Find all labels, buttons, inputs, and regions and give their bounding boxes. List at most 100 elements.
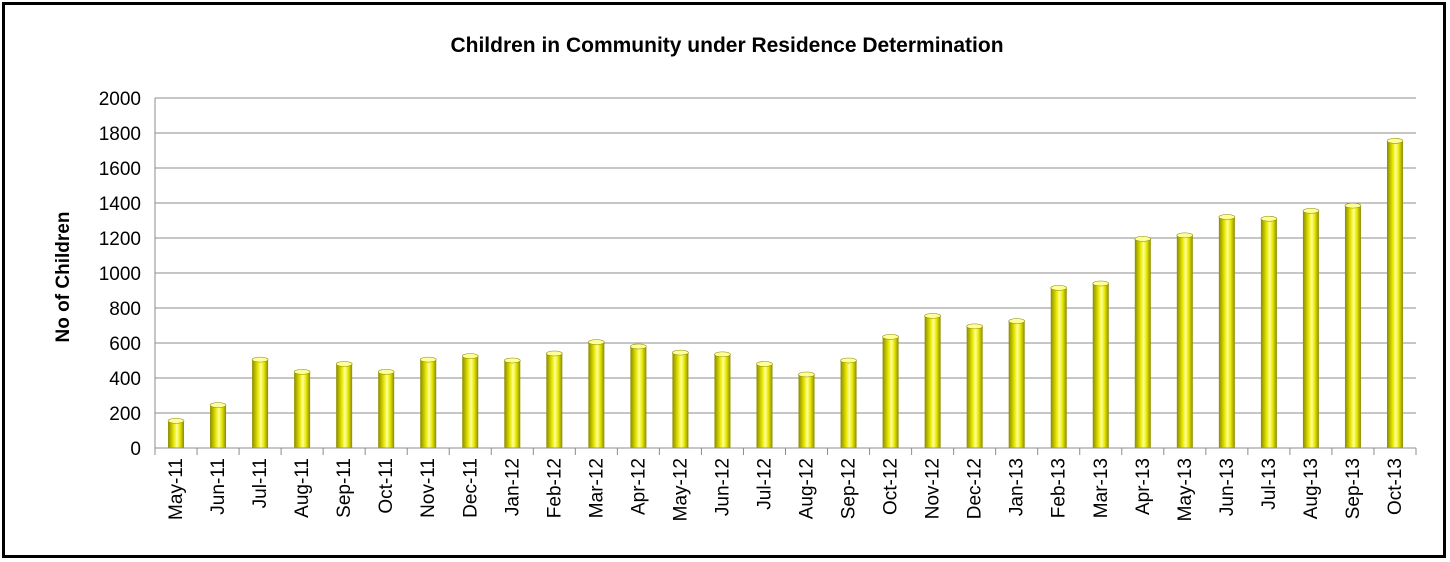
- bar-cap: [1218, 214, 1236, 220]
- bar: [588, 339, 605, 448]
- bar-cap: [1386, 138, 1404, 144]
- bar-cap: [1092, 280, 1110, 287]
- bar-cap: [588, 339, 605, 345]
- bar-body: [882, 336, 899, 448]
- x-tick-label: Jun-13: [1217, 458, 1238, 516]
- bar-cap: [1050, 285, 1068, 291]
- x-tick-label: Jul-13: [1259, 458, 1280, 510]
- bar-cap: [1302, 208, 1320, 214]
- bar-body: [1008, 321, 1025, 448]
- x-tick-labels: May-11 Jun-11 Jul-11 Aug-11 Sep-11 Oct-11 Nov-…: [166, 458, 1406, 521]
- bar-body: [1302, 210, 1319, 448]
- bar-cap: [756, 361, 773, 367]
- bar: [1050, 285, 1068, 448]
- bar: [1344, 202, 1362, 448]
- bar-body: [1344, 205, 1361, 448]
- bar-body: [1386, 140, 1403, 448]
- bar-body: [546, 353, 563, 448]
- bar: [1386, 138, 1404, 448]
- bar-body: [462, 356, 479, 448]
- bar: [209, 402, 227, 448]
- bar: [293, 369, 311, 448]
- bar-body: [588, 342, 605, 448]
- x-tick-label: Feb-13: [1049, 458, 1070, 518]
- bar: [840, 357, 857, 448]
- x-tick-label: Oct-11: [376, 458, 397, 514]
- bar-cap: [461, 353, 479, 359]
- y-tick-label: 1200: [99, 229, 141, 250]
- bar-body: [1260, 218, 1277, 448]
- bar-cap: [714, 351, 731, 358]
- bar: [882, 334, 899, 448]
- bar-cap: [335, 361, 353, 367]
- bar-cap: [167, 418, 185, 424]
- bar-cap: [630, 343, 647, 350]
- bar: [1092, 280, 1110, 448]
- x-tick-label: Mar-13: [1091, 458, 1112, 518]
- bar: [1176, 232, 1194, 448]
- y-tick-label: 1800: [99, 124, 141, 145]
- x-tick-label: Jul-11: [250, 458, 271, 508]
- bar-cap: [924, 313, 941, 319]
- bar: [798, 371, 815, 448]
- bar-body: [1218, 217, 1235, 448]
- x-tick-label: Dec-12: [965, 458, 986, 519]
- bar-cap: [966, 323, 983, 330]
- x-tick-label: Jan-12: [502, 458, 523, 516]
- bar: [966, 323, 983, 448]
- bar: [1218, 214, 1236, 448]
- bar-body: [798, 374, 815, 448]
- y-tick-label: 1400: [99, 194, 141, 215]
- bar-cap: [1134, 236, 1152, 242]
- y-tick-label: 800: [109, 299, 141, 320]
- bar-cap: [503, 357, 521, 364]
- bar-body: [168, 420, 185, 448]
- bar-cap: [1344, 202, 1362, 209]
- bar-cap: [1176, 232, 1194, 239]
- bar: [546, 350, 563, 448]
- bar-cap: [419, 356, 437, 363]
- y-tick-label: 0: [130, 439, 141, 460]
- bar-body: [672, 352, 689, 448]
- x-tick-label: May-11: [166, 458, 187, 520]
- bar-body: [294, 371, 311, 448]
- bar-cap: [251, 356, 269, 363]
- bar: [461, 353, 479, 448]
- bar: [1260, 215, 1278, 448]
- bar-cap: [840, 357, 857, 364]
- bar-cap: [293, 369, 311, 375]
- bar-body: [378, 371, 395, 448]
- x-tick-label: Sep-11: [334, 458, 355, 518]
- bar-cap: [1260, 215, 1278, 222]
- bar-body: [1092, 283, 1109, 448]
- bar: [1134, 236, 1152, 448]
- bar-cap: [209, 402, 227, 408]
- gridlines: [155, 97, 1416, 414]
- y-tick-label: 400: [109, 369, 141, 390]
- bar: [503, 357, 521, 448]
- axes: [154, 98, 1417, 455]
- y-tick-label: 600: [109, 334, 141, 355]
- x-tick-label: Sep-13: [1343, 458, 1364, 519]
- chart-title: Children in Community under Residence De…: [450, 34, 1003, 57]
- x-tick-label: Aug-11: [292, 458, 313, 518]
- bar-body: [504, 360, 521, 448]
- x-tick-label: Aug-13: [1301, 458, 1322, 519]
- y-tick-label: 2000: [99, 89, 141, 110]
- bar-body: [840, 360, 857, 448]
- bar-body: [966, 326, 983, 448]
- bar-body: [714, 354, 731, 448]
- x-tick-label: Aug-12: [797, 458, 818, 519]
- bar-cap: [377, 369, 395, 375]
- bar-body: [1050, 287, 1067, 448]
- x-tick-label: Oct-12: [881, 458, 902, 515]
- y-axis-title: No of Children: [53, 212, 74, 343]
- bar-cap: [546, 350, 563, 357]
- bar: [630, 343, 647, 448]
- bar-cap: [1008, 318, 1025, 324]
- x-tick-label: Sep-12: [839, 458, 860, 519]
- bar: [924, 313, 941, 448]
- x-tick-label: Jun-12: [712, 458, 733, 516]
- x-tick-label: Jul-12: [754, 458, 775, 510]
